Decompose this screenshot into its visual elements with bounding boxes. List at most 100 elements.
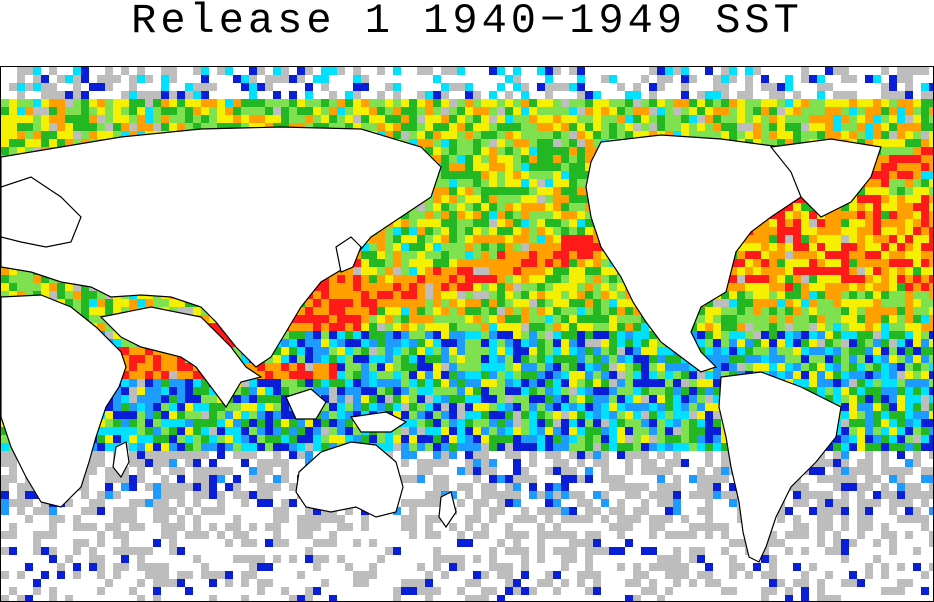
density-cell bbox=[593, 403, 601, 411]
density-cell bbox=[449, 179, 457, 187]
density-cell bbox=[273, 403, 281, 411]
density-cell bbox=[65, 99, 73, 107]
density-cell bbox=[897, 307, 905, 315]
density-cell bbox=[881, 123, 889, 131]
density-cell bbox=[665, 403, 673, 411]
density-cell bbox=[497, 67, 505, 75]
density-cell bbox=[105, 99, 113, 107]
density-cell bbox=[881, 243, 889, 251]
density-cell bbox=[809, 211, 817, 219]
density-cell bbox=[641, 363, 649, 371]
density-cell bbox=[921, 379, 929, 387]
density-cell bbox=[833, 243, 841, 251]
density-cell bbox=[585, 91, 593, 99]
density-cell bbox=[609, 307, 617, 315]
density-cell bbox=[1, 275, 9, 283]
density-cell bbox=[705, 67, 713, 75]
density-cell bbox=[481, 323, 489, 331]
density-cell bbox=[889, 363, 897, 371]
density-cell bbox=[177, 419, 185, 427]
density-cell bbox=[161, 91, 169, 99]
density-cell bbox=[417, 219, 425, 227]
density-cell bbox=[457, 371, 465, 379]
density-cell bbox=[913, 251, 921, 259]
density-cell bbox=[329, 387, 337, 395]
density-cell bbox=[761, 307, 769, 315]
density-cell bbox=[625, 363, 633, 371]
density-cell bbox=[649, 339, 657, 347]
density-cell bbox=[473, 139, 481, 147]
density-cell bbox=[577, 323, 585, 331]
density-cell bbox=[529, 99, 537, 107]
density-cell bbox=[313, 347, 321, 355]
density-cell bbox=[521, 83, 529, 91]
density-cell bbox=[777, 339, 785, 347]
density-cell bbox=[305, 115, 313, 123]
density-cell bbox=[921, 171, 929, 179]
density-cell bbox=[705, 307, 713, 315]
density-cell bbox=[473, 219, 481, 227]
density-cell bbox=[321, 363, 329, 371]
density-cell bbox=[497, 243, 505, 251]
density-cell bbox=[817, 315, 825, 323]
density-cell bbox=[385, 251, 393, 259]
density-cell bbox=[425, 235, 433, 243]
density-cell bbox=[49, 139, 57, 147]
density-cell bbox=[793, 347, 801, 355]
density-cell bbox=[449, 331, 457, 339]
density-cell bbox=[753, 107, 761, 115]
density-cell bbox=[545, 275, 553, 283]
density-cell bbox=[561, 235, 569, 243]
density-cell bbox=[433, 347, 441, 355]
density-cell bbox=[361, 115, 369, 123]
density-cell bbox=[449, 139, 457, 147]
density-cell bbox=[865, 379, 873, 387]
density-cell bbox=[705, 315, 713, 323]
density-cell bbox=[449, 251, 457, 259]
density-cell bbox=[521, 331, 529, 339]
density-cell bbox=[265, 419, 273, 427]
density-cell bbox=[521, 411, 529, 419]
density-cell bbox=[257, 107, 265, 115]
density-cell bbox=[897, 203, 905, 211]
density-cell bbox=[497, 291, 505, 299]
density-cell bbox=[545, 179, 553, 187]
density-cell bbox=[905, 67, 913, 75]
density-cell bbox=[529, 275, 537, 283]
density-cell bbox=[297, 355, 305, 363]
density-cell bbox=[857, 411, 865, 419]
density-cell bbox=[473, 227, 481, 235]
density-cell bbox=[921, 251, 929, 259]
density-cell bbox=[385, 275, 393, 283]
density-cell bbox=[561, 131, 569, 139]
density-cell bbox=[617, 291, 625, 299]
density-cell bbox=[137, 355, 145, 363]
density-cell bbox=[529, 139, 537, 147]
density-cell bbox=[777, 267, 785, 275]
density-cell bbox=[425, 275, 433, 283]
density-cell bbox=[889, 283, 897, 291]
density-cell bbox=[241, 99, 249, 107]
density-cell bbox=[561, 347, 569, 355]
density-cell bbox=[401, 251, 409, 259]
density-cell bbox=[1, 99, 9, 107]
density-cell bbox=[553, 211, 561, 219]
density-cell bbox=[145, 107, 153, 115]
density-cell bbox=[401, 307, 409, 315]
density-cell bbox=[889, 155, 897, 163]
density-cell bbox=[497, 99, 505, 107]
density-cell bbox=[441, 339, 449, 347]
density-cell bbox=[329, 107, 337, 115]
density-cell bbox=[537, 419, 545, 427]
density-cell bbox=[161, 379, 169, 387]
density-cell bbox=[889, 219, 897, 227]
density-cell bbox=[433, 219, 441, 227]
density-cell bbox=[705, 107, 713, 115]
density-cell bbox=[729, 331, 737, 339]
density-cell bbox=[545, 83, 553, 91]
density-cell bbox=[777, 323, 785, 331]
density-cell bbox=[841, 339, 849, 347]
density-cell bbox=[665, 347, 673, 355]
density-cell bbox=[369, 107, 377, 115]
density-cell bbox=[625, 99, 633, 107]
